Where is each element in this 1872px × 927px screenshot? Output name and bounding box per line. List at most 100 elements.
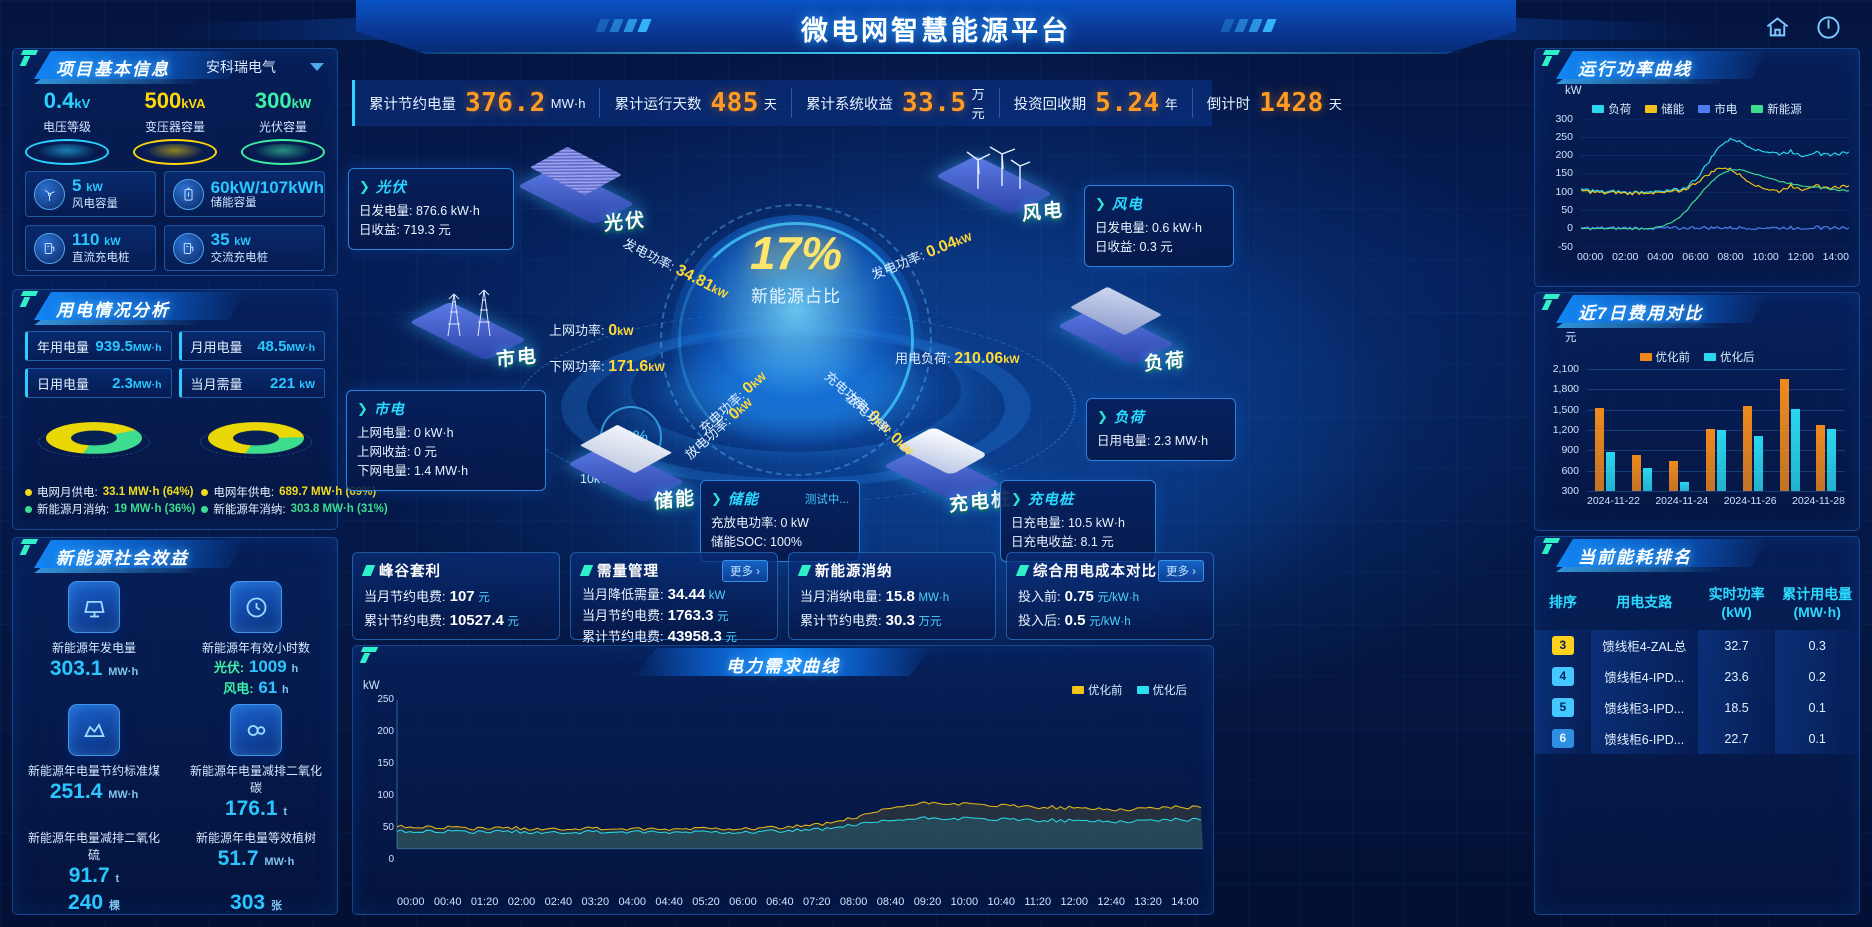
usage-demand-label: 当月需量 <box>190 376 243 392</box>
donut-yearly <box>200 405 312 479</box>
capacity-pv-value: 300 <box>254 88 292 113</box>
demand-curve-title: 电力需求曲线 <box>726 657 840 676</box>
demand-ytick: 50 <box>382 821 394 833</box>
item-storage-capacity: 60kW/107kWh 储能容量 <box>163 171 325 217</box>
social-item-co2-unit: t <box>283 806 288 818</box>
power-legend-负荷: 负荷 <box>1592 101 1631 117</box>
capacity-voltage-value: 0.4 <box>43 88 75 113</box>
panel-corner-icon <box>1544 294 1561 311</box>
power-ytick: 300 <box>1555 112 1573 125</box>
stat-countdown: 倒计时 1428 天 <box>1206 88 1342 118</box>
renewable-share-label: 新能源占比 <box>751 287 841 306</box>
bar-group <box>1669 369 1690 491</box>
social-item-hours-label: 新能源年有效小时数 <box>201 641 310 655</box>
table-row[interactable]: 4 馈线柜4-IPD... 23.6 0.2 <box>1535 661 1859 692</box>
power-ytick: 0 <box>1567 222 1573 235</box>
node-load[interactable]: 负荷 <box>1052 280 1186 375</box>
cost-legend-优化前: 优化前 <box>1639 349 1690 365</box>
chevron-down-icon[interactable] <box>310 63 324 71</box>
cost-ytick: 1,200 <box>1552 423 1579 436</box>
power-xtick: 00:00 <box>1577 251 1604 263</box>
item-dc-charger: 110 kW 直流充电桩 <box>25 225 156 271</box>
info-card-charger: ❯ 充电桩 日充电量: 10.5 kW·h 日充电收益: 8.1 元 <box>1000 480 1156 562</box>
cell-energy: 0.1 <box>1775 723 1859 754</box>
cell-power: 23.6 <box>1697 661 1776 692</box>
bar-group <box>1705 369 1726 491</box>
table-row[interactable]: 5 馈线柜3-IPD... 18.5 0.1 <box>1535 692 1859 723</box>
company-selector[interactable]: 安科瑞电气 <box>206 57 324 77</box>
cost-more-button[interactable]: 更多 › <box>1157 560 1204 582</box>
table-row[interactable]: 6 馈线柜6-IPD... 22.7 0.1 <box>1535 723 1859 754</box>
chevron-right-icon: ❯ <box>1097 408 1108 424</box>
social-item-cert-unit: 张 <box>270 900 282 912</box>
stat-payback: 投资回收期 5.24 年 <box>1000 88 1193 118</box>
social-item-forest-value: 240 <box>68 891 104 914</box>
cell-power: 22.7 <box>1697 723 1776 754</box>
usage-month: 月用电量 48.5MW·h <box>178 331 325 361</box>
item-wind-unit: kW <box>86 182 103 194</box>
bar-group <box>1816 369 1837 491</box>
item-wind-label: 风电容量 <box>72 198 118 210</box>
node-wind-label: 风电 <box>1021 199 1065 226</box>
demand-ytick: 0 <box>388 853 394 865</box>
cost-xtick: 2024-11-24 <box>1655 495 1709 507</box>
flow-grid-up: 上网功率: 0kW <box>549 322 634 339</box>
demand-xtick: 06:00 <box>729 896 757 908</box>
usage-demand-value: 221 <box>270 374 296 392</box>
stat-revenue: 累计系统收益 33.5 万元 <box>792 87 1000 121</box>
cost-ytick: 1,800 <box>1552 383 1579 396</box>
info-card-load: ❯ 负荷 日用电量: 2.3 MW·h <box>1086 398 1236 461</box>
demand-xtick: 02:40 <box>544 896 573 908</box>
legend-renew-year: 新能源年消纳: 303.8 MW·h (31%) <box>201 501 388 517</box>
project-info-title: 项目基本信息 <box>56 60 170 79</box>
home-icon[interactable] <box>1764 14 1791 46</box>
social-item-hours: 新能源年有效小时数 光伏: 1009 h 风电: 61 h <box>186 581 326 698</box>
usage-legend: 电网月供电: 33.1 MW·h (64%) 电网年供电: 689.7 MW·h (… <box>13 479 388 517</box>
node-wind[interactable]: 风电 <box>930 130 1064 225</box>
node-storage[interactable]: 储能 <box>562 418 696 513</box>
cost-ytick: 300 <box>1561 484 1579 497</box>
social-item-so2-value: 91.7 <box>68 864 110 887</box>
item-wind-value: 5 <box>72 176 82 195</box>
flow-load-power: 用电负荷: 210.06kW <box>895 350 1020 367</box>
social-item-co2-value: 176.1 <box>224 797 278 820</box>
bar-优化后 <box>1716 430 1726 491</box>
node-grid[interactable]: 市电 <box>404 276 538 371</box>
power-curve-panel: 运行功率曲线 kW 负荷 储能 市电 新能源 300 250 200 150 100 50 0 -5… <box>1534 48 1860 287</box>
cost-xtick: 2024-11-22 <box>1587 495 1640 507</box>
power-legend-市电: 市电 <box>1698 101 1737 117</box>
app-header: 微电网智慧能源平台 <box>0 0 1872 56</box>
item-storage-value: 60kW/107kWh <box>210 177 324 197</box>
usage-year: 年用电量 939.5MW·h <box>25 331 172 361</box>
node-pv[interactable]: 光伏 <box>512 140 646 235</box>
cell-energy: 0.3 <box>1775 630 1859 661</box>
power-xtick: 08:00 <box>1717 251 1744 263</box>
item-dc-label: 直流充电桩 <box>72 252 130 264</box>
capacity-voltage-unit: kV <box>74 96 91 111</box>
social-hours-wind-value: 61 <box>258 678 278 697</box>
chevron-right-icon: ❯ <box>359 178 370 194</box>
cell-rank: 3 <box>1535 630 1591 661</box>
demand-ytick: 200 <box>377 725 394 737</box>
social-item-so2-unit: t <box>115 873 120 885</box>
power-legend-储能: 储能 <box>1645 101 1684 117</box>
demand-x-axis: 00:00 00:40 01:20 02:00 02:40 03:20 04:00 04:40… <box>397 896 1199 908</box>
social-item-so2: 新能源年电量减排二氧化硫 91.7 t <box>24 823 164 888</box>
table-row[interactable]: 3 馈线柜4-ZAL总 32.7 0.3 <box>1535 630 1859 661</box>
demand-xtick: 11:20 <box>1024 896 1052 908</box>
capacity-voltage-label: 电压等级 <box>42 120 91 134</box>
demand-xtick: 10:00 <box>950 896 979 908</box>
demand-more-button[interactable]: 更多 › <box>721 560 768 582</box>
bar-优化前 <box>1742 405 1752 491</box>
social-hours-pv-label: 光伏: <box>213 660 245 675</box>
coal-icon <box>68 704 120 756</box>
cell-branch: 馈线柜4-ZAL总 <box>1590 630 1698 661</box>
bar-优化前 <box>1816 425 1826 491</box>
social-item-coal-value: 251.4 <box>49 780 103 803</box>
cost-x-axis: 2024-11-22 2024-11-24 2024-11-26 2024-11-28 <box>1587 495 1845 507</box>
stats-bar: 累计节约电量 376.2 MW·h 累计运行天数 485 天 累计系统收益 33… <box>352 80 1342 126</box>
item-wind-capacity: 5 kW 风电容量 <box>25 171 156 217</box>
demand-xtick: 04:00 <box>618 896 646 908</box>
power-icon[interactable] <box>1815 14 1842 46</box>
social-item-so2-label: 新能源年电量减排二氧化硫 <box>27 831 160 862</box>
